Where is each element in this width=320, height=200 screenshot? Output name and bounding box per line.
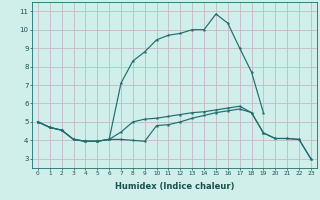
X-axis label: Humidex (Indice chaleur): Humidex (Indice chaleur)	[115, 182, 234, 191]
